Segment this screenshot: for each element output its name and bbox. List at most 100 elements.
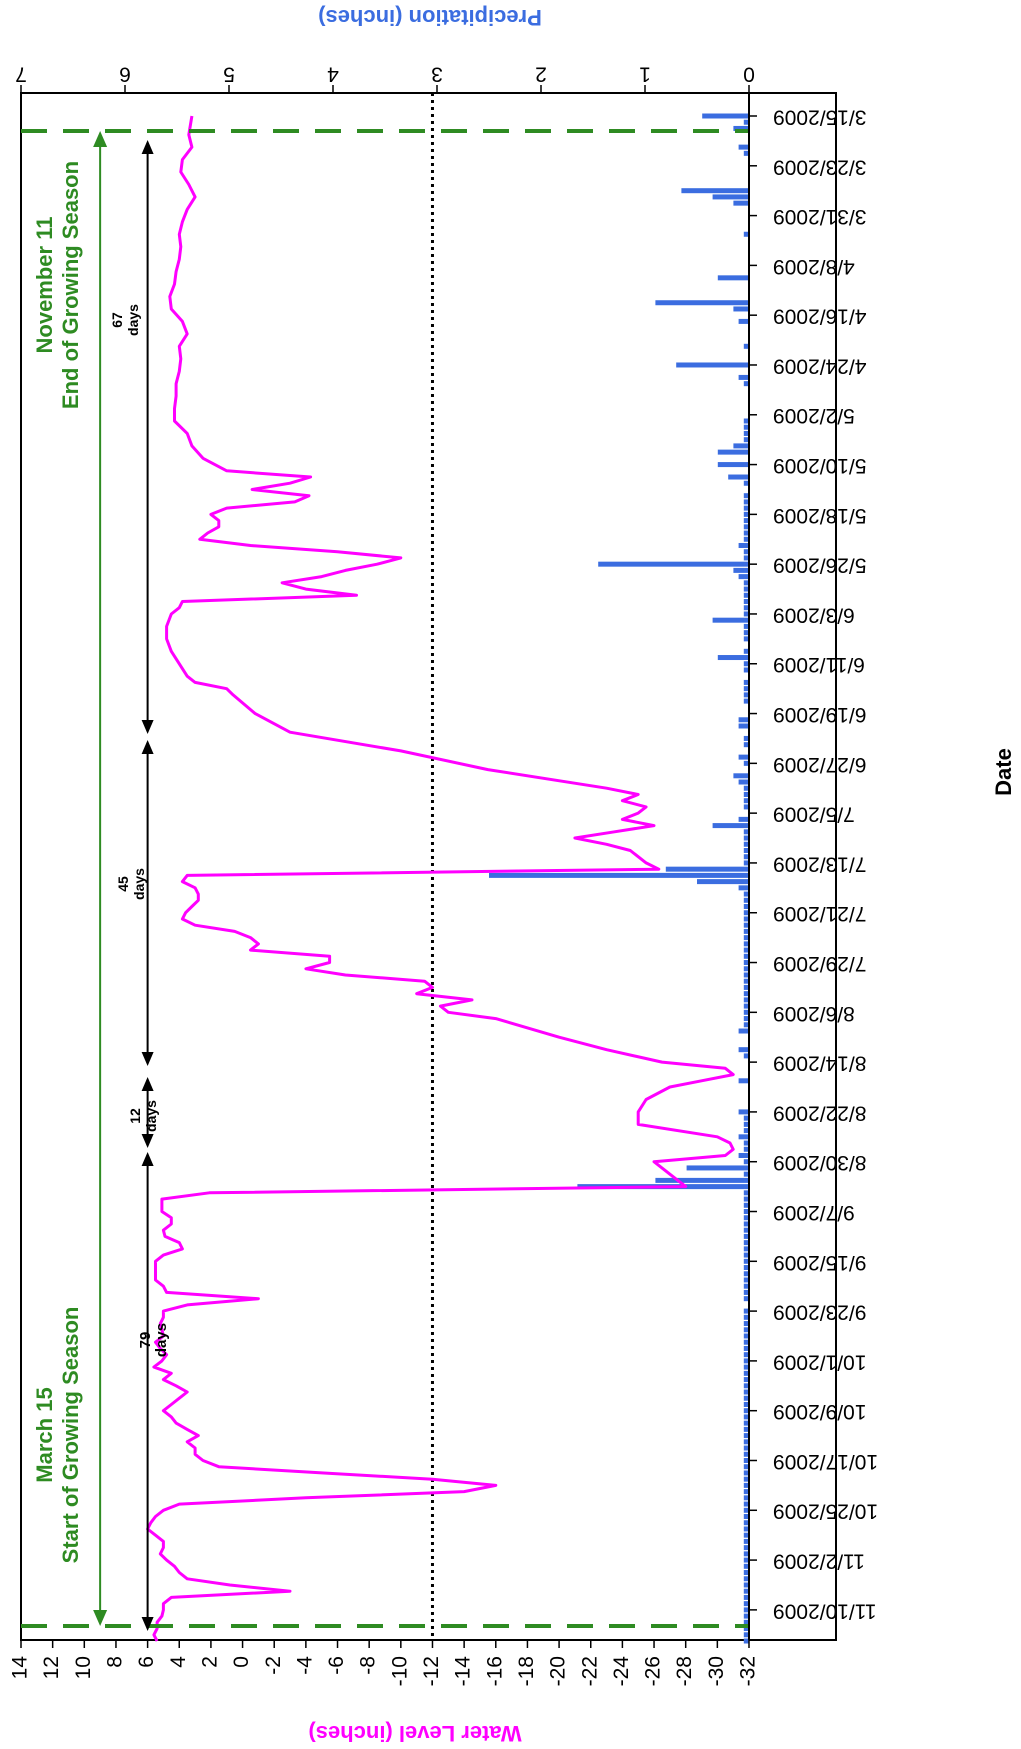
precipitation-bar-124 <box>743 1209 749 1215</box>
precipitation-bar-82 <box>743 891 749 897</box>
date-tick-label-10: 6/3/2009 <box>773 603 855 626</box>
precipitation-bar-47 <box>743 623 749 629</box>
duration-arrowhead-end-0 <box>141 1152 154 1166</box>
precipitation-bar-11 <box>733 306 749 312</box>
precipitation-bar-144 <box>743 1339 749 1345</box>
precipitation-bar-140 <box>743 1314 749 1320</box>
season-marker-title-1: November 11 <box>32 217 57 354</box>
precipitation-bar-104 <box>738 1028 749 1034</box>
precipitation-bar-62 <box>738 754 749 760</box>
precipitation-bar-145 <box>743 1345 749 1351</box>
precipitation-bar-112 <box>738 1134 749 1140</box>
precipitation-bar-137 <box>743 1289 749 1295</box>
water-level-tick-label-14: -4 <box>293 1656 316 1675</box>
precipitation-bar-9 <box>717 275 749 281</box>
duration-label-number-2: 45 <box>115 876 131 892</box>
precipitation-bar-60 <box>743 735 749 741</box>
precipitation-bar-182 <box>743 1576 749 1582</box>
plot-area-border <box>20 92 837 1641</box>
precipitation-bar-95 <box>743 972 749 978</box>
date-tick-label-4: 4/16/2009 <box>773 305 866 328</box>
precipitation-bar-87 <box>743 922 749 928</box>
precipitation-bar-34 <box>738 542 749 548</box>
precipitation-bar-66 <box>743 785 749 791</box>
precipitation-bar-157 <box>743 1420 749 1426</box>
precipitation-bar-75 <box>743 847 749 853</box>
precipitation-bar-113 <box>743 1140 749 1146</box>
precipitation-bar-37 <box>598 561 749 567</box>
precipitation-bar-38 <box>733 567 749 573</box>
duration-label-unit-2: days <box>131 868 147 900</box>
precipitation-bar-63 <box>743 760 749 766</box>
precipitation-bar-100 <box>743 1003 749 1009</box>
precipitation-bar-172 <box>743 1514 749 1520</box>
water-level-tick-label-17: 2 <box>198 1656 221 1668</box>
duration-label-number-3: 67 <box>109 312 125 328</box>
season-span-arrowhead-end <box>93 131 108 147</box>
water-level-tick-label-2: -28 <box>673 1656 696 1686</box>
precipitation-bar-50 <box>743 648 749 654</box>
precipitation-bar-25 <box>743 480 749 486</box>
precipitation-bar-91 <box>743 947 749 953</box>
precipitation-bar-129 <box>743 1240 749 1246</box>
precipitation-bar-173 <box>743 1520 749 1526</box>
precipitation-bar-22 <box>717 449 749 455</box>
date-tick-label-21: 8/30/2009 <box>773 1151 866 1174</box>
precipitation-bar-159 <box>743 1433 749 1439</box>
precipitation-bar-146 <box>743 1352 749 1358</box>
date-axis-title: Date <box>991 748 1016 796</box>
precipitation-bar-108 <box>738 1109 749 1115</box>
date-tick-label-24: 9/23/2009 <box>773 1301 866 1324</box>
precipitation-bar-1 <box>743 119 749 125</box>
precipitation-bar-3 <box>738 144 749 150</box>
precipitation-bar-79 <box>489 872 749 878</box>
season-marker-title-0: March 15 <box>32 1387 57 1482</box>
water-level-tick-label-22: 12 <box>40 1656 63 1679</box>
precipitation-bar-55 <box>743 686 749 692</box>
precipitation-bar-135 <box>743 1277 749 1283</box>
precipitation-bar-19 <box>743 430 749 436</box>
precipitation-bar-52 <box>743 661 749 667</box>
duration-arrowhead-start-2 <box>141 1052 154 1066</box>
precipitation-bar-84 <box>743 904 749 910</box>
date-tick-label-16: 7/21/2009 <box>773 902 866 925</box>
precipitation-bar-118 <box>743 1171 749 1177</box>
precipitation-bar-16 <box>743 381 749 387</box>
precipitation-bar-178 <box>743 1551 749 1557</box>
precipitation-bar-103 <box>743 1022 749 1028</box>
date-tick-label-6: 5/2/2009 <box>773 404 855 427</box>
water-level-tick-label-4: -24 <box>610 1656 633 1687</box>
precipitation-bar-77 <box>743 860 749 866</box>
precipitation-bar-68 <box>743 798 749 804</box>
precipitation-tick-label-2: 2 <box>535 62 547 85</box>
precipitation-bar-12 <box>738 318 749 324</box>
precipitation-bar-187 <box>743 1607 749 1613</box>
duration-arrowhead-start-3 <box>141 720 154 734</box>
precipitation-bar-111 <box>743 1128 749 1134</box>
precipitation-bar-46 <box>712 617 749 623</box>
precipitation-bar-131 <box>743 1252 749 1258</box>
precipitation-bar-136 <box>743 1283 749 1289</box>
precipitation-bar-133 <box>743 1265 749 1271</box>
date-tick-label-25: 10/1/2009 <box>773 1350 866 1373</box>
precipitation-bars <box>489 113 749 1644</box>
precipitation-bar-156 <box>743 1414 749 1420</box>
precipitation-bar-117 <box>686 1165 749 1171</box>
water-level-tick-label-5: -22 <box>578 1656 601 1686</box>
precipitation-bar-21 <box>733 443 749 449</box>
water-level-tick-label-6: -20 <box>547 1656 570 1686</box>
water-level-tick-label-11: -10 <box>388 1656 411 1686</box>
date-tick-label-3: 4/8/2009 <box>773 255 855 278</box>
date-tick-label-1: 3/23/2009 <box>773 155 866 178</box>
precipitation-bar-109 <box>743 1115 749 1121</box>
date-tick-label-2: 3/31/2009 <box>773 205 866 228</box>
water-level-tick-label-19: 6 <box>135 1656 158 1668</box>
precipitation-bar-127 <box>743 1227 749 1233</box>
precipitation-bar-170 <box>743 1501 749 1507</box>
precipitation-bar-20 <box>743 437 749 443</box>
precipitation-bar-114 <box>743 1146 749 1152</box>
precipitation-bar-174 <box>743 1526 749 1532</box>
precipitation-bar-121 <box>743 1190 749 1196</box>
precipitation-bar-138 <box>743 1296 749 1302</box>
precipitation-bar-70 <box>738 816 749 822</box>
